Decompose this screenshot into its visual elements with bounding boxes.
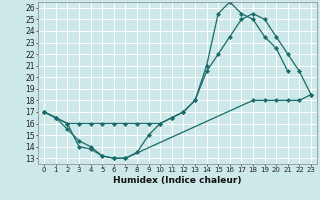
X-axis label: Humidex (Indice chaleur): Humidex (Indice chaleur): [113, 176, 242, 185]
